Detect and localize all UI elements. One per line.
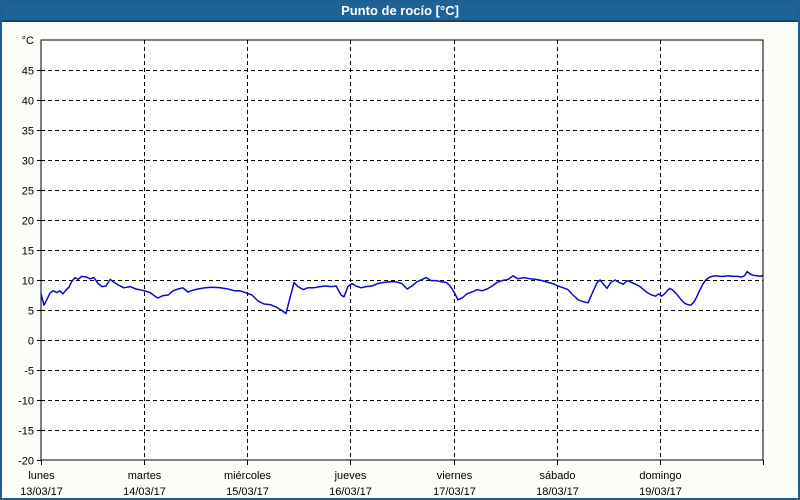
x-day-date-label: 18/03/17 bbox=[536, 486, 579, 498]
chart-area: 45 40 35 30 25 20 15 10 5 0 -5 -10 -15 -20 °C lunes 13/0… bbox=[2, 24, 798, 498]
x-day-name-label: martes bbox=[128, 470, 162, 482]
x-day-name-label: viernes bbox=[437, 470, 473, 482]
x-day-date-label: 17/03/17 bbox=[433, 486, 476, 498]
y-tick-label: 15 bbox=[22, 246, 34, 258]
y-tick-label: -10 bbox=[18, 396, 34, 408]
y-tick-label: 45 bbox=[22, 66, 34, 78]
x-day-date-label: 16/03/17 bbox=[329, 486, 372, 498]
x-day-name-label: miércoles bbox=[224, 470, 272, 482]
x-day-date-label: 15/03/17 bbox=[226, 486, 269, 498]
y-tick-label: 10 bbox=[22, 276, 34, 288]
y-tick-label: 35 bbox=[22, 126, 34, 138]
x-day-date-label: 14/03/17 bbox=[123, 486, 166, 498]
y-tick-label: 25 bbox=[22, 186, 34, 198]
dew-point-line-chart: 45 40 35 30 25 20 15 10 5 0 -5 -10 -15 -20 °C lunes 13/0… bbox=[18, 35, 764, 498]
x-day-name-label: jueves bbox=[334, 470, 367, 482]
y-tick-label: 40 bbox=[22, 96, 34, 108]
y-tick-label: 20 bbox=[22, 216, 34, 228]
y-tick-label: 5 bbox=[28, 306, 34, 318]
x-day-date-label: 13/03/17 bbox=[20, 486, 63, 498]
y-tick-label: -15 bbox=[18, 426, 34, 438]
chart-title-bar: Punto de rocío [°C] bbox=[2, 2, 798, 22]
y-tick-label: 0 bbox=[28, 336, 34, 348]
x-day-name-label: domingo bbox=[639, 470, 681, 482]
chart-title: Punto de rocío [°C] bbox=[341, 3, 459, 18]
y-tick-label: 30 bbox=[22, 156, 34, 168]
x-day-name-label: lunes bbox=[28, 470, 55, 482]
y-tick-label: -5 bbox=[24, 366, 34, 378]
y-tick-label: -20 bbox=[18, 456, 34, 468]
x-day-date-label: 19/03/17 bbox=[639, 486, 682, 498]
x-day-name-label: sábado bbox=[539, 470, 575, 482]
y-axis-unit-label: °C bbox=[22, 35, 34, 47]
series-line bbox=[40, 270, 764, 315]
